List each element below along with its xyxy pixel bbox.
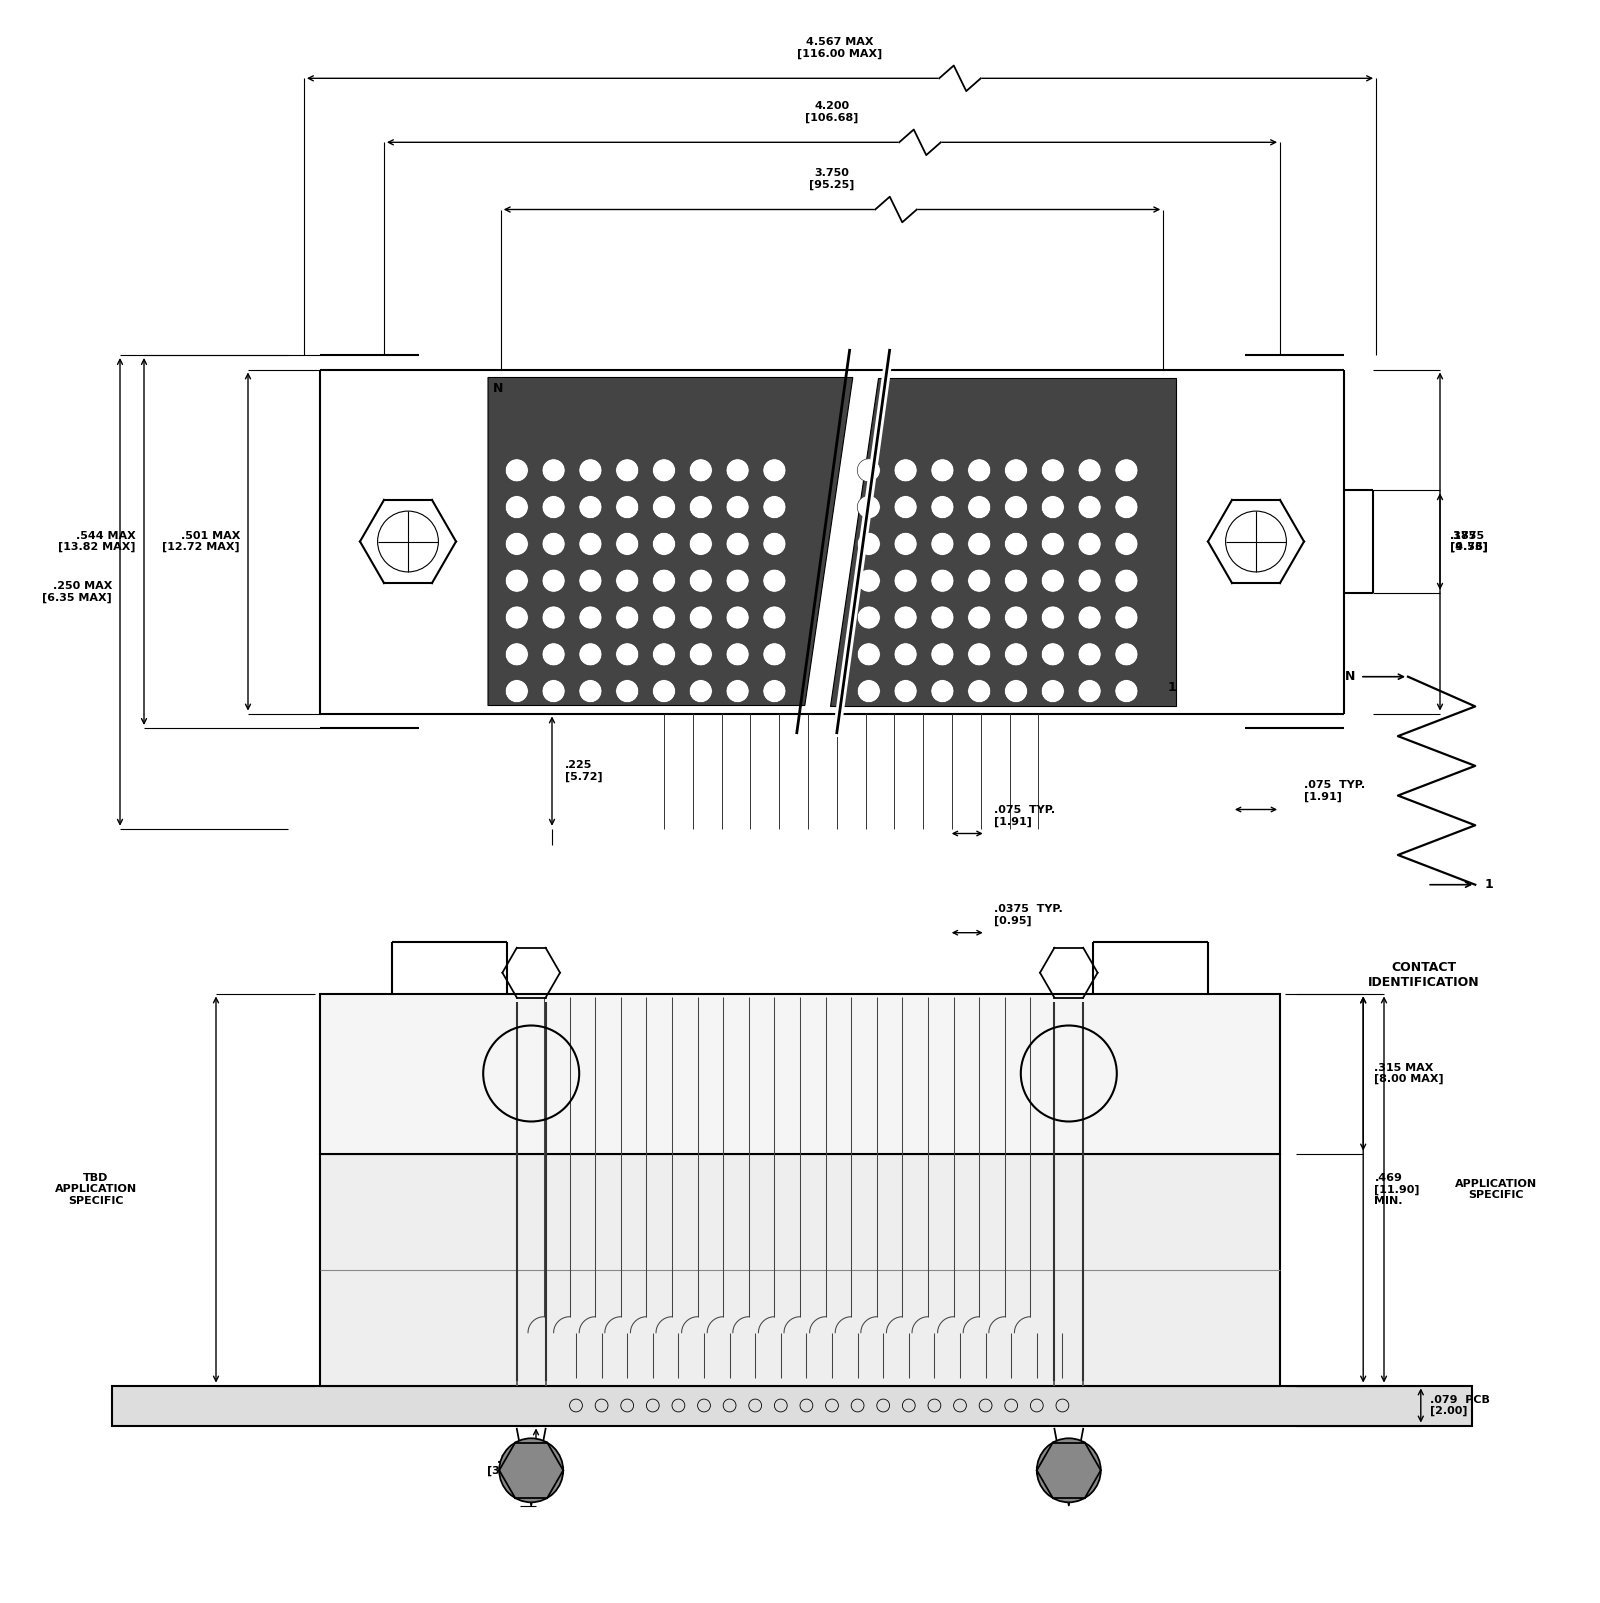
Circle shape: [1042, 569, 1064, 592]
Circle shape: [858, 569, 880, 592]
Circle shape: [542, 680, 565, 702]
Circle shape: [968, 569, 990, 592]
Circle shape: [894, 680, 917, 702]
Circle shape: [726, 495, 749, 519]
Text: .140
[3.55]: .140 [3.55]: [488, 1454, 525, 1476]
Text: .225
[5.72]: .225 [5.72]: [565, 760, 603, 782]
Bar: [320, 994, 1280, 1154]
Circle shape: [506, 532, 528, 555]
Text: CONTACT
IDENTIFICATION: CONTACT IDENTIFICATION: [1368, 962, 1480, 989]
Circle shape: [763, 643, 786, 665]
Circle shape: [1078, 680, 1101, 702]
Circle shape: [1042, 532, 1064, 555]
Circle shape: [968, 643, 990, 665]
Circle shape: [931, 606, 954, 628]
Circle shape: [968, 680, 990, 702]
Circle shape: [1078, 532, 1101, 555]
Circle shape: [1078, 606, 1101, 628]
Circle shape: [542, 606, 565, 628]
Circle shape: [653, 643, 675, 665]
Circle shape: [1078, 569, 1101, 592]
Circle shape: [616, 495, 638, 519]
Circle shape: [579, 532, 602, 555]
Circle shape: [858, 495, 880, 519]
Circle shape: [968, 495, 990, 519]
Circle shape: [1005, 606, 1027, 628]
Circle shape: [579, 643, 602, 665]
Circle shape: [690, 495, 712, 519]
Bar: [112, 1385, 1472, 1425]
Circle shape: [858, 458, 880, 483]
Circle shape: [1005, 458, 1027, 483]
Circle shape: [542, 532, 565, 555]
Circle shape: [1115, 495, 1138, 519]
Circle shape: [763, 606, 786, 628]
Circle shape: [690, 643, 712, 665]
Circle shape: [653, 606, 675, 628]
Text: 1: 1: [1168, 681, 1176, 694]
Circle shape: [763, 495, 786, 519]
Circle shape: [579, 495, 602, 519]
Circle shape: [1037, 1438, 1101, 1502]
Text: N: N: [1346, 670, 1355, 683]
Circle shape: [579, 458, 602, 483]
Circle shape: [858, 680, 880, 702]
Circle shape: [931, 680, 954, 702]
Circle shape: [616, 680, 638, 702]
Circle shape: [1005, 532, 1027, 555]
Circle shape: [763, 458, 786, 483]
Text: .315 MAX
[8.00 MAX]: .315 MAX [8.00 MAX]: [1374, 1063, 1445, 1085]
Circle shape: [1115, 606, 1138, 628]
Circle shape: [1042, 458, 1064, 483]
Circle shape: [1078, 643, 1101, 665]
Circle shape: [931, 532, 954, 555]
Circle shape: [968, 606, 990, 628]
Circle shape: [1005, 643, 1027, 665]
Circle shape: [506, 606, 528, 628]
Circle shape: [894, 532, 917, 555]
Circle shape: [931, 458, 954, 483]
Text: .250 MAX
[6.35 MAX]: .250 MAX [6.35 MAX]: [42, 580, 112, 603]
Circle shape: [1005, 569, 1027, 592]
Circle shape: [542, 458, 565, 483]
Circle shape: [931, 643, 954, 665]
Circle shape: [506, 643, 528, 665]
Circle shape: [1042, 680, 1064, 702]
Circle shape: [579, 680, 602, 702]
Circle shape: [506, 458, 528, 483]
Circle shape: [506, 569, 528, 592]
Text: 1: 1: [1485, 878, 1493, 891]
Circle shape: [1005, 680, 1027, 702]
Circle shape: [894, 643, 917, 665]
Circle shape: [542, 569, 565, 592]
Circle shape: [726, 680, 749, 702]
Circle shape: [726, 569, 749, 592]
Text: .079  PCB
[2.00]: .079 PCB [2.00]: [1430, 1395, 1490, 1417]
Circle shape: [894, 569, 917, 592]
Bar: [320, 1154, 1280, 1385]
Text: .1875
[4.76]: .1875 [4.76]: [1450, 531, 1488, 553]
Circle shape: [690, 458, 712, 483]
Text: .469
[11.90]
MIN.: .469 [11.90] MIN.: [1374, 1173, 1419, 1205]
Polygon shape: [488, 377, 853, 705]
Circle shape: [1115, 643, 1138, 665]
Circle shape: [1115, 532, 1138, 555]
Circle shape: [726, 643, 749, 665]
Circle shape: [763, 569, 786, 592]
Circle shape: [653, 458, 675, 483]
Text: 4.200
[106.68]: 4.200 [106.68]: [805, 101, 859, 123]
Text: .075  TYP.
[1.91]: .075 TYP. [1.91]: [1304, 779, 1365, 802]
Circle shape: [1042, 495, 1064, 519]
Circle shape: [1078, 458, 1101, 483]
Circle shape: [858, 532, 880, 555]
Polygon shape: [830, 377, 1176, 705]
Circle shape: [616, 458, 638, 483]
Circle shape: [1078, 495, 1101, 519]
Circle shape: [931, 569, 954, 592]
Text: .375
[9.53]: .375 [9.53]: [1450, 531, 1488, 553]
Circle shape: [858, 643, 880, 665]
Circle shape: [506, 495, 528, 519]
Circle shape: [1042, 606, 1064, 628]
Circle shape: [763, 532, 786, 555]
Circle shape: [616, 569, 638, 592]
